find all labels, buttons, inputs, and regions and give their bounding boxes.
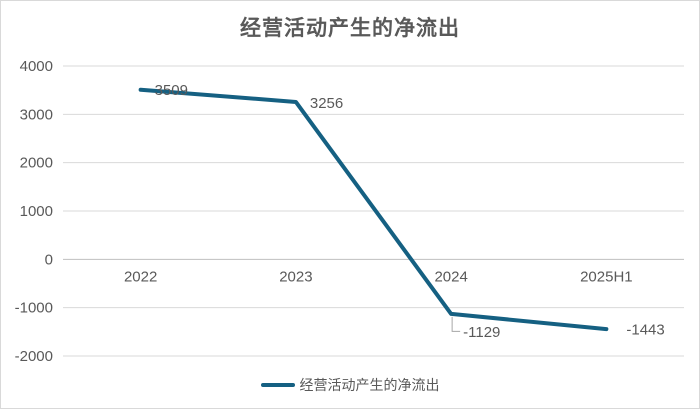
data-label: -1443 <box>626 321 664 338</box>
y-tick-label: 3000 <box>20 106 53 123</box>
x-tick-label: 2024 <box>434 268 467 285</box>
chart-title: 经营活动产生的净流出 <box>240 17 460 40</box>
data-label: 3509 <box>155 82 188 99</box>
x-tick-label: 2022 <box>124 268 157 285</box>
legend-line-swatch <box>260 383 295 387</box>
y-tick-label: 4000 <box>20 58 53 75</box>
y-tick-label: -1000 <box>15 300 53 317</box>
legend: 经营活动产生的净流出 <box>1 375 699 395</box>
data-label-leader-line <box>451 316 461 332</box>
x-tick-label: 2025H1 <box>580 268 633 285</box>
y-tick-label: 1000 <box>20 203 53 220</box>
legend-series-label: 经营活动产生的净流出 <box>299 377 440 393</box>
x-tick-label: 2023 <box>279 268 312 285</box>
data-label: 3256 <box>310 95 343 112</box>
data-label: -1129 <box>463 324 500 341</box>
series-line <box>138 87 609 332</box>
y-tick-label: 2000 <box>20 155 53 172</box>
y-tick-label: 0 <box>45 251 53 268</box>
y-tick-label: -2000 <box>15 348 53 365</box>
